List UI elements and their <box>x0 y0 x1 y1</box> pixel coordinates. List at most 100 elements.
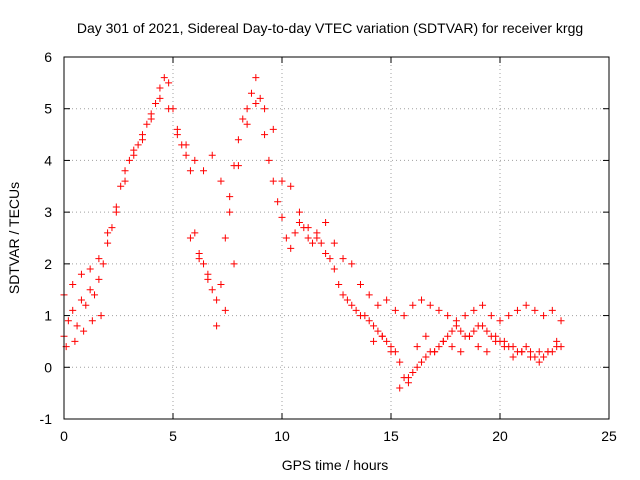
data-point-main-trend <box>352 306 360 314</box>
data-point-main-trend <box>247 89 255 97</box>
data-point-lower-branch <box>535 358 543 366</box>
data-point-main-trend <box>348 301 356 309</box>
data-point-main-trend <box>261 131 269 139</box>
data-point-main-trend <box>191 229 199 237</box>
grid-lines <box>64 57 609 419</box>
data-point-upper-branch <box>252 100 260 108</box>
x-tick-label: 10 <box>274 428 290 444</box>
y-axis-title: SDTVAR / TECUs <box>6 182 22 294</box>
data-point-main-trend <box>69 306 77 314</box>
data-point-main-trend <box>295 218 303 226</box>
data-point-main-trend <box>95 275 103 283</box>
data-point-main-trend <box>269 177 277 185</box>
data-point-upper-branch <box>365 291 373 299</box>
data-point-main-trend <box>186 167 194 175</box>
x-tick-label: 20 <box>492 428 508 444</box>
data-point-lower-branch <box>457 348 465 356</box>
data-point-main-trend <box>134 141 142 149</box>
data-point-lower-branch <box>448 343 456 351</box>
data-point-lower-branch <box>509 353 517 361</box>
data-point-main-trend <box>309 239 317 247</box>
data-point-main-trend <box>77 296 85 304</box>
data-point-lower-branch <box>553 337 561 345</box>
data-point-main-trend <box>304 234 312 242</box>
y-tick-label: 0 <box>44 359 52 375</box>
data-point-main-trend <box>200 260 208 268</box>
data-point-main-trend <box>265 156 273 164</box>
data-point-lower-branch <box>378 332 386 340</box>
data-point-main-trend <box>383 337 391 345</box>
data-point-main-trend <box>422 353 430 361</box>
data-point-lower-branch <box>387 348 395 356</box>
data-point-lower-branch <box>71 337 79 345</box>
data-point-upper-branch <box>339 255 347 263</box>
data-point-main-trend <box>143 120 151 128</box>
chart-title: Day 301 of 2021, Sidereal Day-to-day VTE… <box>77 20 583 36</box>
data-point-upper-branch <box>540 312 548 320</box>
data-point-upper-branch <box>304 224 312 232</box>
data-point-main-trend <box>343 296 351 304</box>
data-point-upper-branch <box>496 317 504 325</box>
y-tick-label: 1 <box>44 308 52 324</box>
data-point-upper-branch <box>479 301 487 309</box>
axis-ticks <box>63 56 610 420</box>
data-point-main-trend <box>479 322 487 330</box>
data-point-main-trend <box>221 234 229 242</box>
data-point-upper-branch <box>470 306 478 314</box>
data-point-upper-branch <box>548 306 556 314</box>
data-point-main-trend <box>117 182 125 190</box>
data-point-lower-branch <box>518 348 526 356</box>
data-point-main-trend <box>252 74 260 82</box>
data-point-main-trend <box>282 234 290 242</box>
data-point-main-trend <box>448 327 456 335</box>
data-point-main-trend <box>322 250 330 258</box>
data-point-lower-branch <box>88 317 96 325</box>
data-point-lower-branch <box>431 348 439 356</box>
y-tick-label: -1 <box>40 411 53 427</box>
data-point-main-trend <box>457 327 465 335</box>
data-point-main-trend <box>339 291 347 299</box>
data-point-main-trend <box>156 84 164 92</box>
data-point-main-trend <box>213 296 221 304</box>
data-point-main-trend <box>557 343 565 351</box>
data-point-main-trend <box>160 74 168 82</box>
data-point-main-trend <box>108 224 116 232</box>
x-tick-label: 0 <box>60 428 68 444</box>
data-point-main-trend <box>317 239 325 247</box>
x-tick-labels: 0 5 10 15 20 25 <box>60 428 617 444</box>
data-point-upper-branch <box>287 182 295 190</box>
data-point-lower-branch <box>97 312 105 320</box>
data-point-upper-branch <box>86 265 94 273</box>
data-point-lower-branch <box>370 337 378 345</box>
data-point-upper-branch <box>156 94 164 102</box>
data-point-upper-branch <box>138 136 146 144</box>
data-point-main-trend <box>335 281 343 289</box>
data-point-upper-branch <box>182 141 190 149</box>
data-point-upper-branch <box>261 105 269 113</box>
data-point-upper-branch <box>295 208 303 216</box>
data-point-main-trend <box>418 358 426 366</box>
data-point-upper-branch <box>444 312 452 320</box>
x-axis-title: GPS time / hours <box>282 457 389 473</box>
data-point-upper-branch <box>173 125 181 133</box>
data-point-main-trend <box>287 244 295 252</box>
data-point-upper-branch <box>391 306 399 314</box>
data-point-upper-branch <box>313 234 321 242</box>
y-tick-label: 6 <box>44 49 52 65</box>
data-point-upper-branch <box>374 301 382 309</box>
data-point-upper-branch <box>418 296 426 304</box>
data-point-upper-branch <box>226 208 234 216</box>
data-point-main-trend <box>435 343 443 351</box>
data-point-upper-branch <box>531 306 539 314</box>
data-point-main-trend <box>444 332 452 340</box>
data-point-upper-branch <box>147 115 155 123</box>
data-point-main-trend <box>226 193 234 201</box>
data-point-upper-branch <box>505 312 513 320</box>
data-point-main-trend <box>370 322 378 330</box>
data-point-upper-branch <box>278 177 286 185</box>
data-point-main-trend <box>509 343 517 351</box>
data-point-main-trend <box>239 115 247 123</box>
data-point-upper-branch <box>269 125 277 133</box>
data-point-lower-branch <box>396 384 404 392</box>
